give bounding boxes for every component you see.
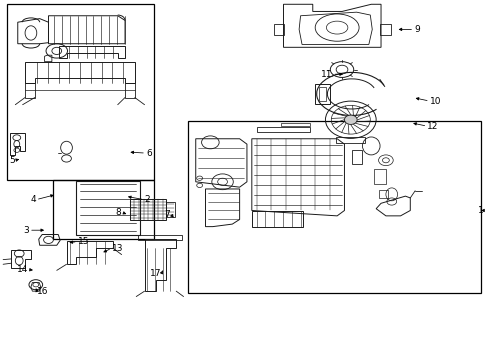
Bar [335, 137, 365, 143]
Bar [6, 4, 154, 180]
Text: 14: 14 [17, 265, 28, 274]
Text: 4: 4 [30, 195, 36, 204]
Bar [53, 180, 154, 239]
Bar [188, 121, 480, 293]
Text: 3: 3 [23, 226, 29, 235]
Text: 16: 16 [37, 287, 49, 296]
Text: 8: 8 [116, 208, 122, 217]
Bar [166, 202, 175, 217]
Text: 11: 11 [320, 70, 331, 79]
Text: 15: 15 [78, 237, 89, 246]
Text: 10: 10 [429, 96, 440, 105]
Text: 1: 1 [477, 206, 483, 215]
Ellipse shape [344, 115, 356, 125]
Text: 17: 17 [150, 269, 161, 278]
Bar [273, 24, 284, 35]
Bar [373, 169, 385, 184]
Bar [281, 123, 310, 126]
Text: 2: 2 [144, 195, 150, 204]
Bar [76, 181, 140, 234]
Text: 6: 6 [146, 149, 151, 158]
Text: 12: 12 [427, 122, 438, 131]
Text: 9: 9 [413, 25, 419, 34]
Bar [318, 87, 326, 101]
Bar [315, 84, 329, 104]
Text: 5: 5 [10, 156, 15, 165]
Bar [130, 199, 166, 220]
Bar [138, 235, 182, 240]
Bar [256, 127, 310, 132]
Text: 13: 13 [112, 244, 123, 253]
Text: 7: 7 [164, 210, 170, 219]
Bar [379, 24, 390, 35]
Bar [378, 190, 387, 198]
